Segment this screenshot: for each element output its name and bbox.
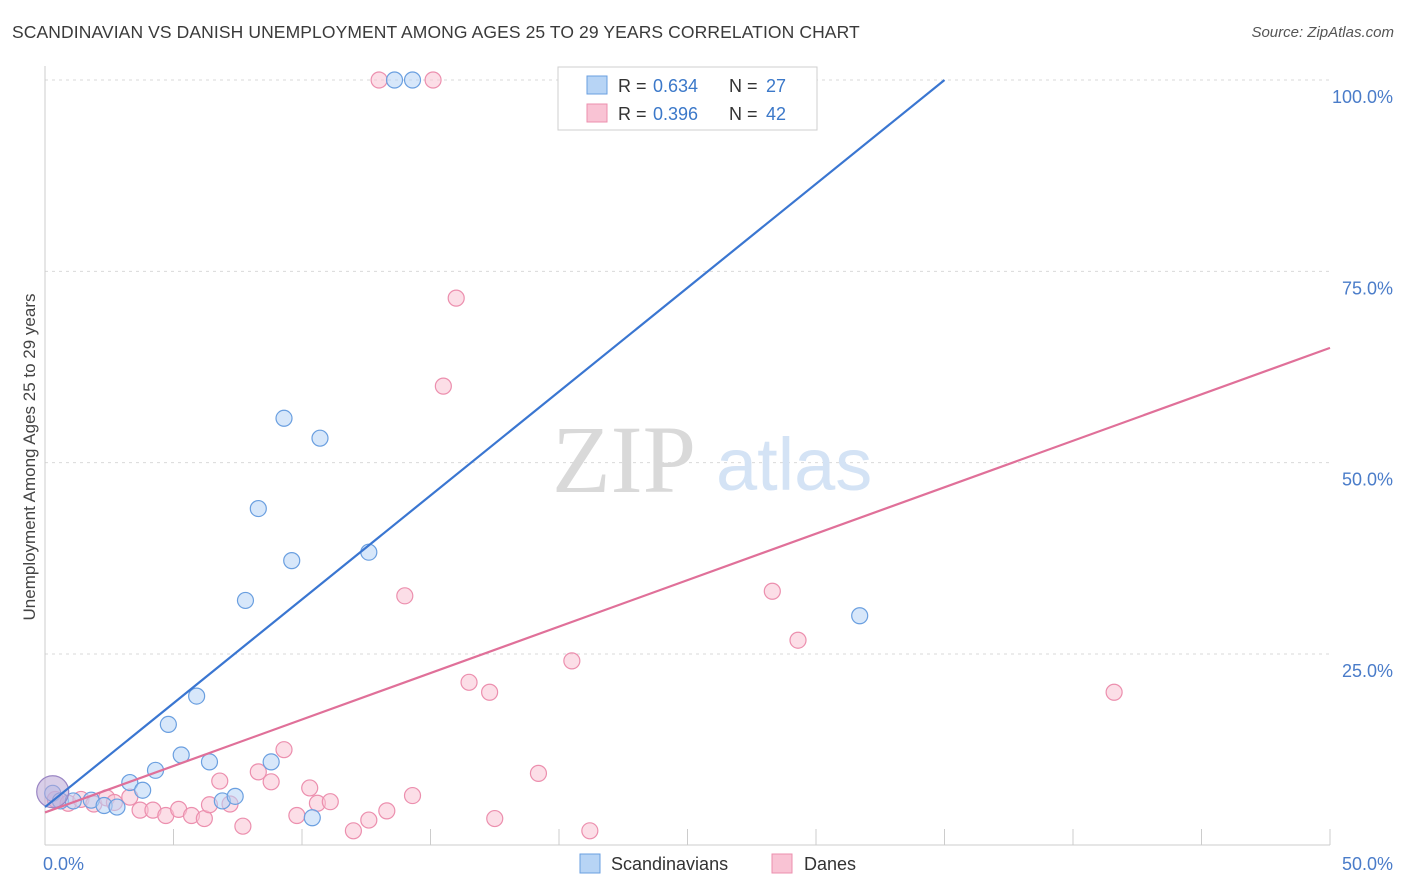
danes-point [563, 652, 581, 670]
legend-n-value-1: 27 [766, 76, 786, 96]
danes-point [789, 631, 807, 649]
legend-r-label-1: R = [618, 76, 647, 96]
scandinavians-point [303, 809, 321, 827]
y-tick-label: 100.0% [1332, 87, 1393, 107]
scandinavians-trend-line [44, 79, 946, 808]
scandinavians-point [385, 71, 404, 89]
danes-point [460, 673, 478, 691]
bottom-legend-label-scandinavians: Scandinavians [611, 854, 728, 874]
danes-point [301, 779, 319, 797]
danes-point [344, 822, 362, 840]
danes-point [486, 809, 504, 828]
danes-point [321, 793, 339, 811]
scandinavians-point [134, 781, 152, 799]
scandinavians-point [188, 687, 206, 705]
danes-trend-line [44, 346, 1331, 814]
scandinavians-point [200, 753, 219, 771]
axes [44, 66, 1331, 846]
legend-n-label-2: N = [729, 104, 758, 124]
danes-point [360, 811, 378, 829]
danes-point [378, 802, 396, 820]
stats-legend: R = 0.634 N = 27 R = 0.396 N = 42 [557, 66, 818, 131]
scandinavians-point [262, 753, 280, 771]
danes-point [275, 741, 293, 759]
danes-point [424, 71, 442, 89]
danes-point [1105, 683, 1123, 701]
danes-point [396, 587, 414, 605]
danes-point [581, 822, 599, 840]
danes-point [370, 71, 388, 89]
scandinavians-point [249, 499, 267, 518]
tick-labels: 25.0% 50.0% 75.0% 100.0% 0.0% 50.0% [43, 87, 1393, 874]
legend-n-value-2: 42 [766, 104, 786, 124]
danes-point [234, 817, 252, 835]
legend-swatch-scandinavians [586, 75, 608, 95]
scandinavians-points [36, 71, 869, 827]
legend-swatch-danes [586, 103, 608, 123]
danes-point [481, 683, 499, 701]
danes-point [262, 773, 280, 791]
scandinavians-point [283, 552, 301, 570]
series-legend: Scandinavians Danes [579, 853, 856, 874]
scandinavians-point [159, 715, 177, 734]
danes-point [763, 582, 781, 600]
scandinavians-point [275, 409, 293, 427]
danes-point [249, 763, 267, 781]
legend-r-label-2: R = [618, 104, 647, 124]
y-tick-label: 25.0% [1342, 661, 1393, 681]
y-tick-label: 75.0% [1342, 278, 1393, 298]
bottom-legend-swatch-danes [771, 853, 793, 874]
danes-point [434, 377, 452, 395]
bottom-legend-swatch-scandinavians [579, 853, 601, 874]
danes-point [447, 289, 465, 307]
watermark-zip: ZIP [552, 406, 696, 513]
legend-r-value-1: 0.634 [653, 76, 698, 96]
scandinavians-point [311, 429, 329, 447]
chart-title: SCANDINAVIAN VS DANISH UNEMPLOYMENT AMON… [12, 22, 860, 42]
danes-point [529, 764, 548, 782]
trend-lines [44, 79, 1331, 814]
y-axis-label: Unemployment Among Ages 25 to 29 years [20, 294, 39, 621]
danes-point [288, 806, 306, 825]
cluster-point [36, 775, 70, 809]
scandinavians-point [108, 798, 126, 816]
watermark: ZIP atlas [552, 406, 872, 513]
danes-point [211, 772, 229, 790]
legend-n-label-1: N = [729, 76, 758, 96]
grid-lines [45, 79, 1330, 655]
source-attribution: Source: ZipAtlas.com [1251, 24, 1394, 41]
y-tick-label: 50.0% [1342, 470, 1393, 490]
scandinavians-point [226, 787, 244, 805]
bottom-legend-label-danes: Danes [804, 854, 856, 874]
scandinavians-point [851, 607, 869, 625]
scandinavians-point [236, 591, 255, 610]
x-tick-label: 0.0% [43, 854, 84, 874]
scandinavians-point [403, 71, 422, 89]
legend-r-value-2: 0.396 [653, 104, 698, 124]
watermark-atlas: atlas [716, 423, 872, 506]
danes-point [403, 786, 422, 805]
x-tick-label: 50.0% [1342, 854, 1393, 874]
